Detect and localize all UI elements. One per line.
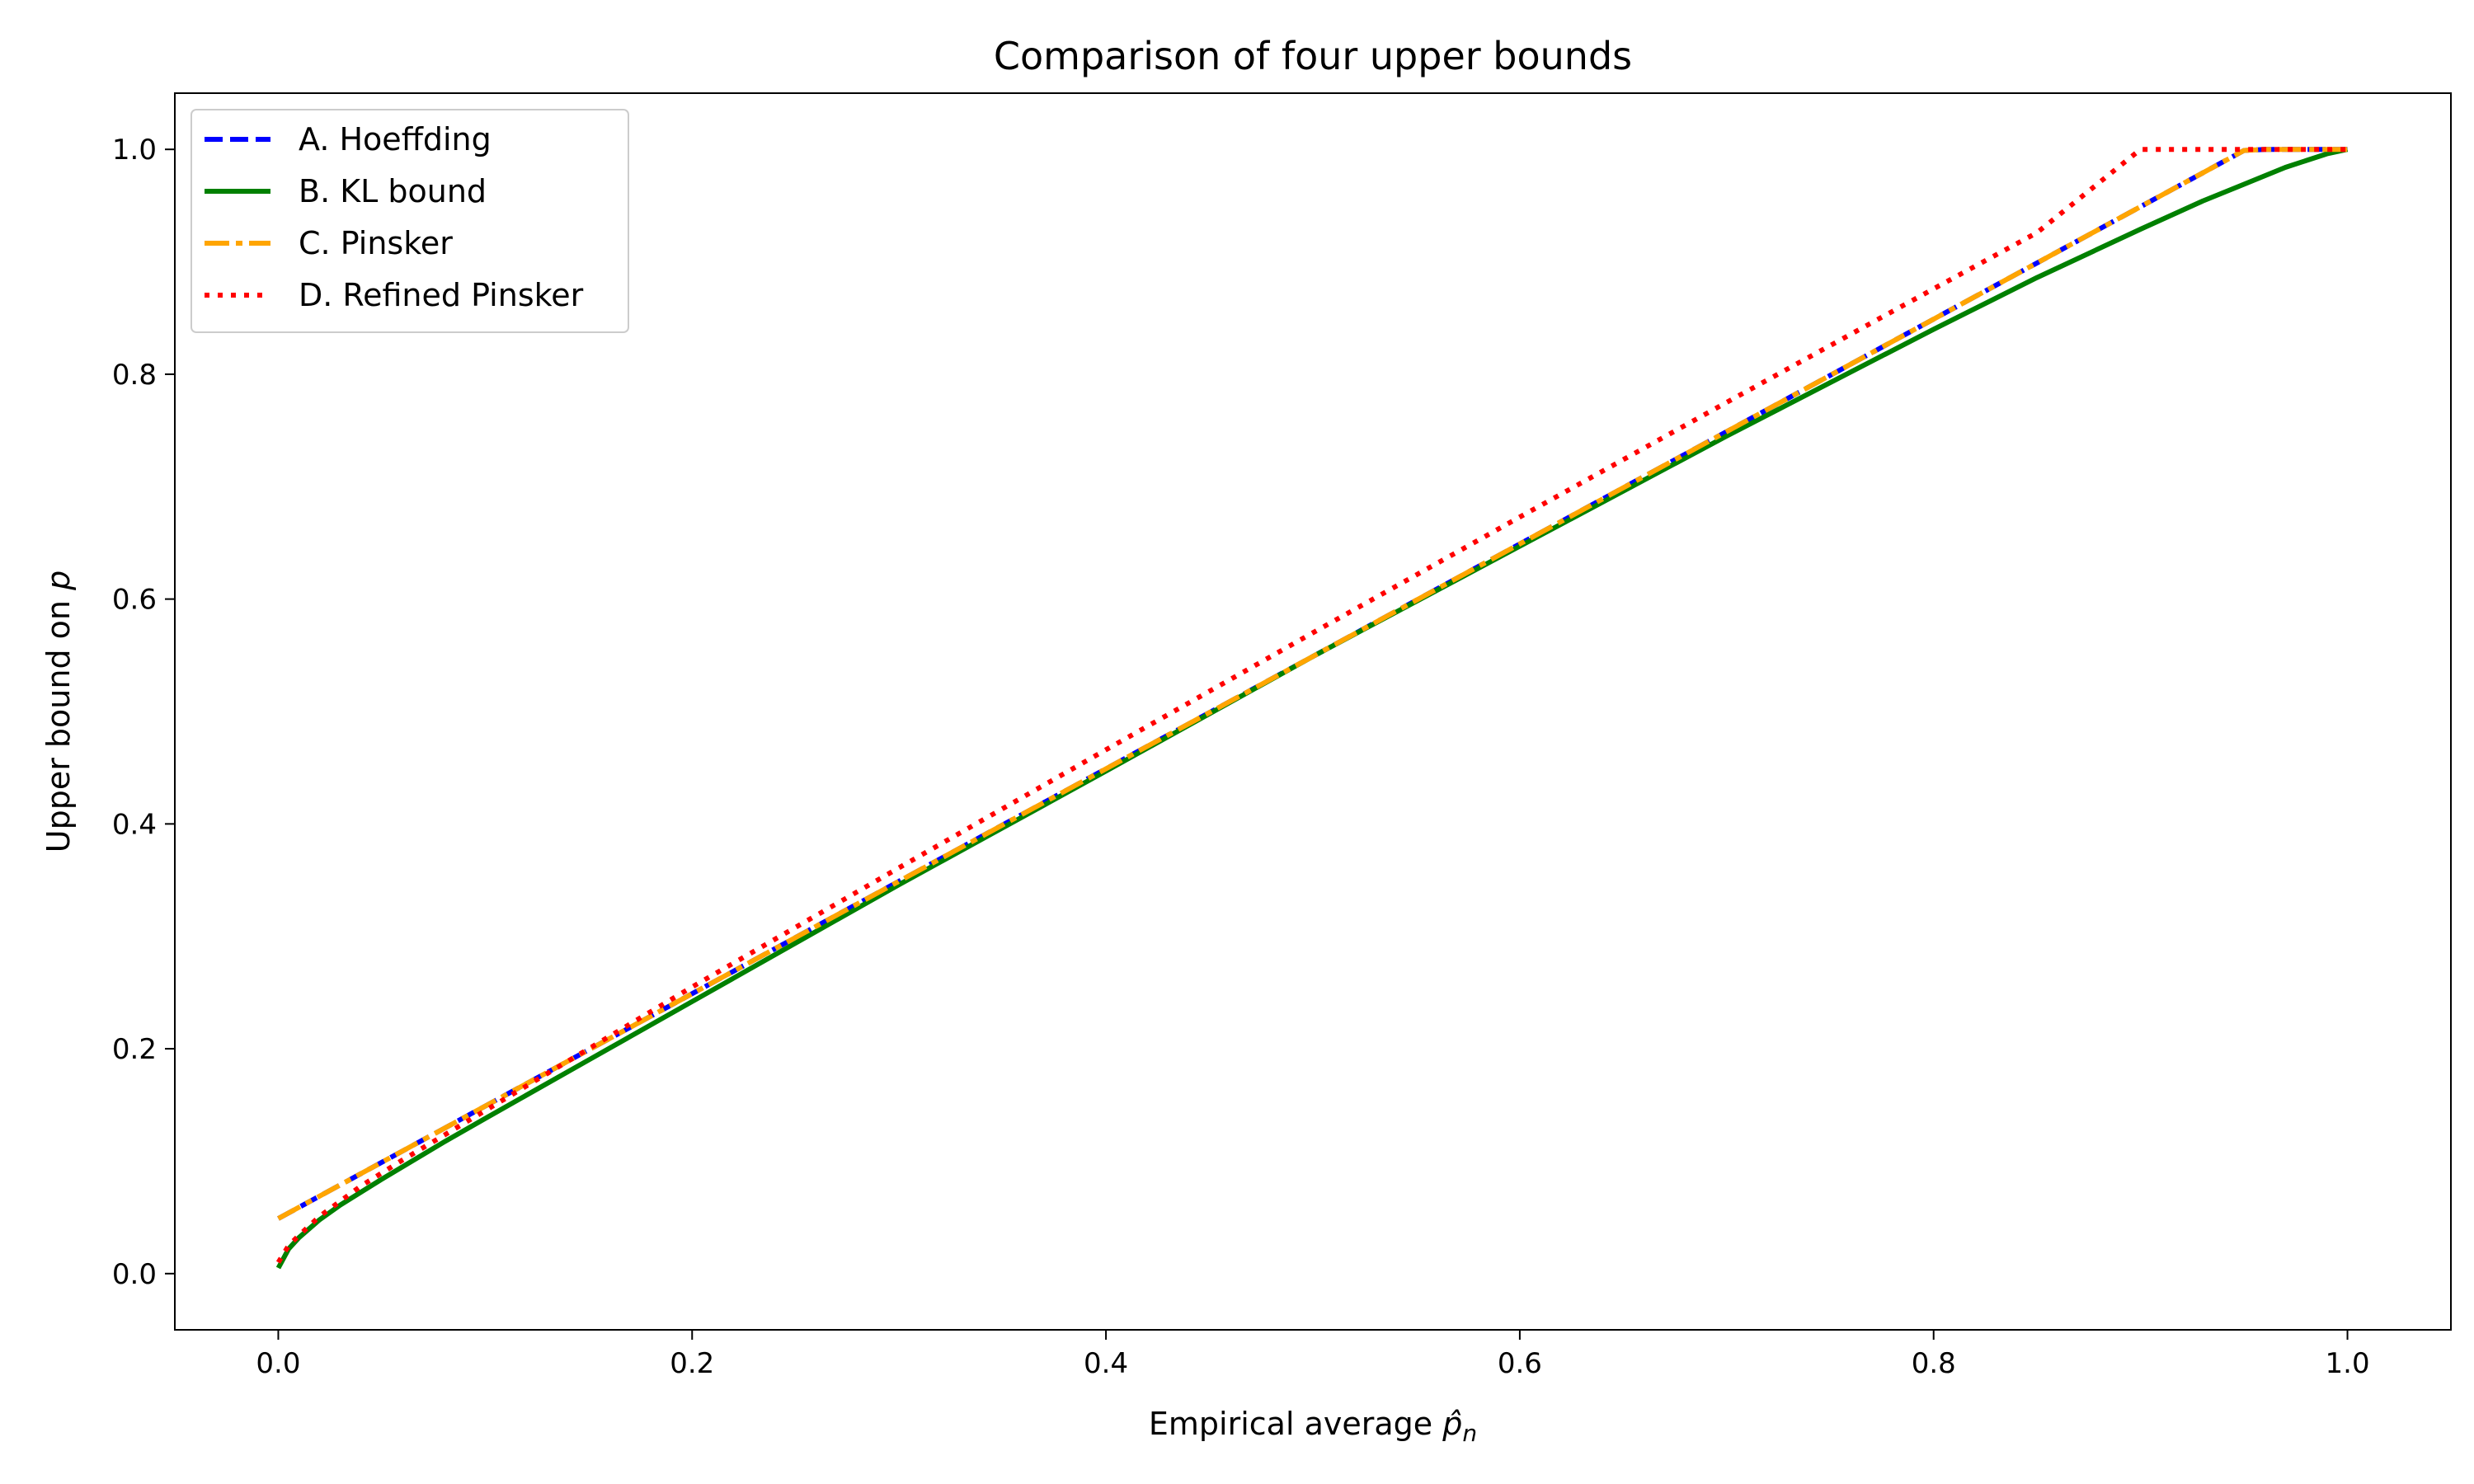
x-tick-label: 0.6: [1498, 1347, 1542, 1380]
legend-label-1: B. KL bound: [299, 173, 487, 209]
series-layer: [275, 147, 2349, 1270]
x-tick-label: 0.8: [1912, 1347, 1956, 1380]
y-axis-title: Upper bound on p: [40, 571, 77, 852]
legend-label-0: A. Hoeffding: [299, 121, 492, 157]
legend-label-3: D. Refined Pinsker: [299, 277, 584, 313]
chart-title: Comparison of four upper bounds: [994, 34, 1632, 78]
y-tick-label: 0.8: [112, 359, 157, 392]
x-tick-label: 0.4: [1084, 1347, 1128, 1380]
y-axis: 0.0 0.2 0.4 0.6 0.8 1.0: [112, 134, 175, 1291]
x-axis: 0.0 0.2 0.4 0.6 0.8 1.0: [256, 1330, 2370, 1380]
x-tick-label: 0.0: [256, 1347, 300, 1380]
x-axis-title: Empirical average p̂n: [1149, 1406, 1477, 1447]
y-tick-label: 0.6: [112, 584, 157, 617]
legend-box: [190, 109, 629, 333]
y-tick-label: 0.2: [112, 1033, 157, 1066]
x-tick-label: 1.0: [2326, 1347, 2370, 1380]
y-tick-label: 1.0: [112, 134, 157, 167]
y-tick-label: 0.4: [112, 808, 157, 841]
legend: A. Hoeffding B. KL bound C. Pinsker D. Refi…: [190, 109, 629, 333]
y-tick-label: 0.0: [112, 1258, 157, 1291]
x-tick-label: 0.2: [670, 1347, 714, 1380]
series-line-1: [275, 147, 2349, 1270]
legend-label-2: C. Pinsker: [299, 225, 453, 261]
series-line-2: [277, 147, 2348, 1221]
plot-frame: [174, 92, 2452, 1331]
